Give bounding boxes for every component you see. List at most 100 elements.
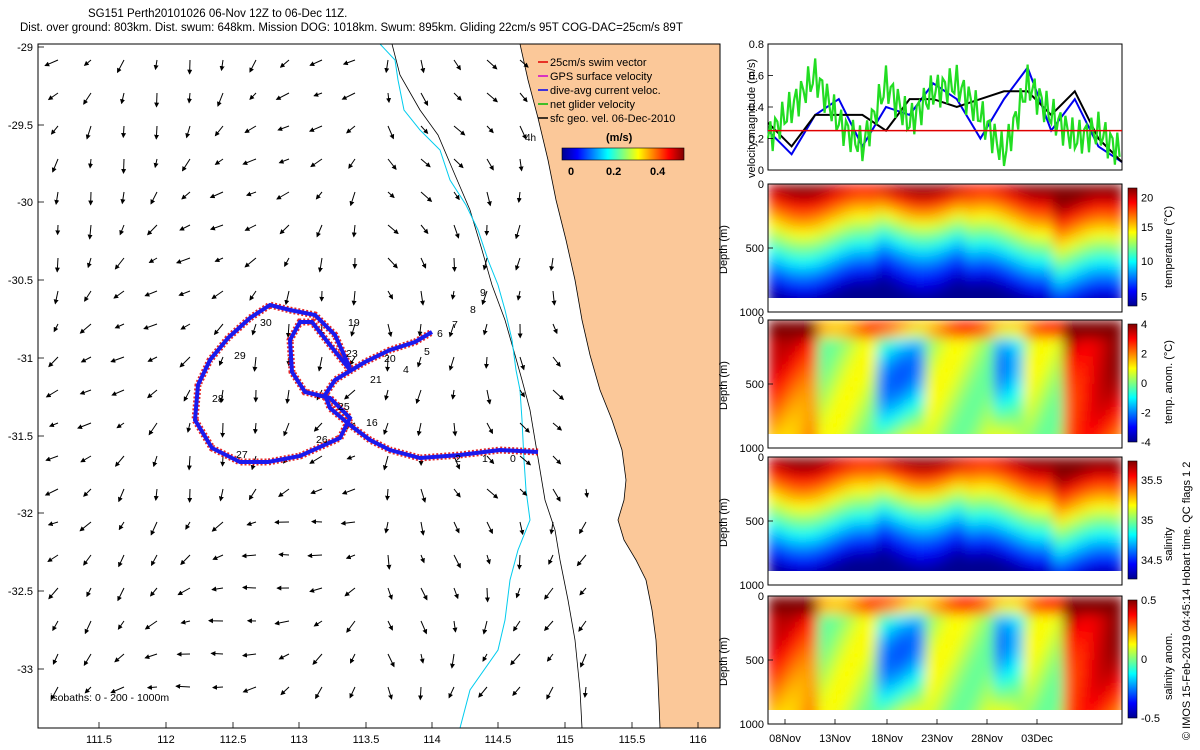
velocity-arrow [482, 323, 488, 336]
time-tick-label: 18Nov [871, 733, 903, 745]
velocity-arrow [148, 257, 158, 264]
velocity-arrow [386, 554, 392, 570]
depth-tick-label: 500 [746, 243, 764, 255]
velocity-arrow [77, 422, 92, 429]
velocity-arrow [387, 587, 393, 600]
velocity-arrow [214, 158, 224, 165]
velocity-arrow [420, 191, 433, 202]
velocity-arrow [245, 191, 257, 197]
velocity-arrow [453, 125, 466, 136]
velocity-arrow [512, 686, 521, 697]
velocity-arrow [45, 455, 59, 462]
velocity-arrow [84, 620, 92, 635]
velocity-arrow [453, 521, 460, 534]
colorbar-tick-label: 4 [1141, 319, 1147, 331]
lon-tick-label: 113.5 [353, 734, 380, 746]
velocity-arrow [307, 553, 323, 559]
day-label: 27 [236, 449, 248, 461]
velocity-arrow [213, 323, 224, 336]
velocity-arrow [453, 158, 464, 169]
velocity-arrow [242, 585, 257, 591]
velocity-arrow [310, 488, 323, 495]
velocity-arrow [420, 125, 429, 135]
figure-subtitle: Dist. over ground: 803km. Dist. swum: 64… [20, 22, 683, 34]
velocity-arrow [311, 519, 323, 525]
velocity-ytick-label: 0.6 [749, 71, 764, 83]
velocity-arrow [280, 686, 290, 696]
velocity-arrow [144, 620, 158, 630]
velocity-arrow [278, 552, 290, 558]
velocity-ylabel: velocity magnitude (m/s) [746, 59, 758, 178]
velocity-arrow [117, 620, 125, 630]
velocity-arrow [275, 92, 290, 100]
lon-tick-label: 112.5 [220, 734, 247, 746]
velocity-arrow [277, 125, 290, 131]
depth-tick-label: 500 [746, 516, 764, 528]
velocity-arrow [79, 389, 92, 395]
velocity-arrow [118, 488, 125, 503]
velocity-arrow [519, 422, 530, 433]
figure-title: SG151 Perth20101026 06-Nov 12Z to 06-Dec… [88, 8, 348, 20]
velocity-arrow [209, 191, 224, 199]
velocity-arrow [519, 521, 525, 536]
velocity-arrow [152, 455, 158, 468]
colorbar-tick-label: 2 [1141, 349, 1147, 361]
velocity-arrow [350, 323, 356, 337]
lon-tick-label: 114.5 [485, 734, 512, 746]
colorbar-tick-label: -4 [1141, 437, 1151, 449]
depth-tick-label: 500 [746, 655, 764, 667]
velocity-arrow [515, 587, 521, 599]
depth-tick-label: 0 [758, 591, 764, 603]
lon-tick-label: 115 [556, 734, 574, 746]
day-label: 5 [424, 346, 430, 358]
velocity-arrow [47, 554, 59, 563]
time-tick-label: 08Nov [769, 733, 801, 745]
velocity-arrow [313, 92, 323, 97]
legend-label: 25cm/s swim vector [550, 57, 647, 69]
velocity-arrow [341, 488, 356, 495]
velocity-arrow [249, 92, 257, 101]
velocity-arrow [453, 587, 459, 600]
colorbar-tick-label: 34.5 [1141, 555, 1162, 567]
velocity-arrow [220, 455, 226, 467]
velocity-arrow [111, 389, 125, 396]
colorbar-label: temperature (°C) [1163, 206, 1175, 288]
velocity-arrow [246, 521, 257, 526]
velocity-arrow [276, 191, 290, 200]
velocity-arrow [114, 455, 125, 467]
velocity-arrow [387, 257, 398, 269]
day-label: 19 [348, 317, 360, 329]
no-data-bottom [768, 710, 1122, 724]
velocity-arrow [178, 290, 191, 297]
velocity-arrow [146, 684, 158, 690]
lon-tick-label: 114 [423, 734, 441, 746]
series-gps-surface-velocity [766, 58, 1121, 167]
velocity-arrow [242, 686, 257, 693]
velocity-arrow [214, 257, 224, 263]
velocity-arrow [116, 422, 125, 429]
velocity-arrow [486, 554, 491, 565]
section-panel-4: 0 500 1000 Depth (m) -0.5 0 0.5 salinity anom. [718, 591, 1175, 731]
legend-label: dive-avg current veloc. [550, 85, 661, 97]
velocity-arrow [186, 92, 192, 104]
velocity-arrow [251, 323, 257, 336]
velocity-arrow [349, 356, 356, 366]
velocity-arrow [252, 422, 258, 435]
velocity-arrow [186, 455, 192, 471]
velocity-arrow [309, 59, 323, 66]
velocity-arrow [86, 257, 92, 269]
velocity-arrow [484, 587, 490, 603]
velocity-arrow [50, 125, 59, 135]
day-label: 28 [212, 393, 224, 405]
day-label: 8 [470, 304, 476, 316]
footer-note: © IMOS 15-Feb-2019 04:45:14 Hobart time.… [1181, 462, 1193, 740]
colorbar-tick-label: 5 [1141, 292, 1147, 304]
lat-tick-label: -32.5 [8, 586, 33, 598]
colorbar-tick-label: 35 [1141, 515, 1153, 527]
section-panel-1: 0 500 1000 Depth (m) 5 10 15 20 temperature (°C) [718, 179, 1175, 319]
velocity-arrow [544, 587, 554, 600]
velocity-arrow [452, 422, 458, 437]
velocity-arrow [453, 92, 462, 101]
velocity-arrow [249, 59, 257, 73]
